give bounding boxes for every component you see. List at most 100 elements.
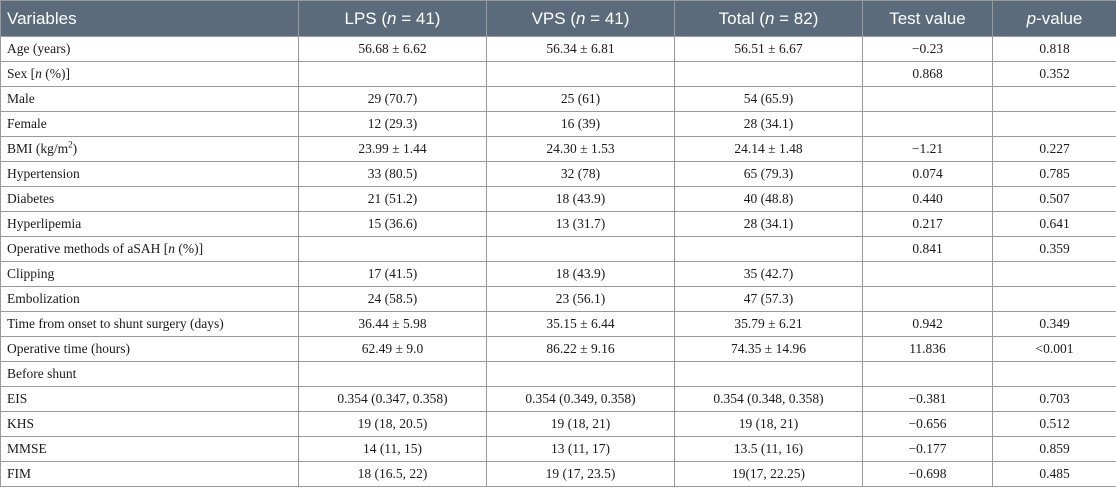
- cell-p-value: 0.703: [993, 387, 1116, 412]
- cell-total: 28 (34.1): [675, 212, 863, 237]
- cell-variable: Age (years): [1, 37, 299, 62]
- cell-test-value: 0.074: [863, 162, 993, 187]
- cell-variable: KHS: [1, 412, 299, 437]
- cell-vps: 35.15 ± 6.44: [487, 312, 675, 337]
- cell-total: 74.35 ± 14.96: [675, 337, 863, 362]
- cell-test-value: [863, 362, 993, 387]
- cell-test-value: 0.841: [863, 237, 993, 262]
- cell-vps: 25 (61): [487, 87, 675, 112]
- cell-test-value: −1.21: [863, 137, 993, 162]
- cell-total: 24.14 ± 1.48: [675, 137, 863, 162]
- cell-vps: 18 (43.9): [487, 187, 675, 212]
- cell-variable: Time from onset to shunt surgery (days): [1, 312, 299, 337]
- cell-p-value: [993, 112, 1116, 137]
- cell-variable: Clipping: [1, 262, 299, 287]
- cell-vps: 0.354 (0.349, 0.358): [487, 387, 675, 412]
- cell-vps: 16 (39): [487, 112, 675, 137]
- cell-lps: 36.44 ± 5.98: [299, 312, 487, 337]
- cell-variable: Operative methods of aSAH [n (%)]: [1, 237, 299, 262]
- cell-total: 56.51 ± 6.67: [675, 37, 863, 62]
- cell-vps: 32 (78): [487, 162, 675, 187]
- cell-p-value: 0.352: [993, 62, 1116, 87]
- cell-vps: 18 (43.9): [487, 262, 675, 287]
- cell-vps: [487, 62, 675, 87]
- cell-test-value: 11.836: [863, 337, 993, 362]
- cell-vps: 19 (17, 23.5): [487, 462, 675, 487]
- cell-variable: MMSE: [1, 437, 299, 462]
- header-vps: VPS (n = 41): [487, 1, 675, 37]
- cell-p-value: [993, 87, 1116, 112]
- cell-lps: 29 (70.7): [299, 87, 487, 112]
- header-test-value: Test value: [863, 1, 993, 37]
- cell-total: 0.354 (0.348, 0.358): [675, 387, 863, 412]
- cell-variable: Male: [1, 87, 299, 112]
- cell-test-value: 0.868: [863, 62, 993, 87]
- cell-p-value: [993, 262, 1116, 287]
- cell-lps: 56.68 ± 6.62: [299, 37, 487, 62]
- cell-test-value: 0.942: [863, 312, 993, 337]
- cell-total: 13.5 (11, 16): [675, 437, 863, 462]
- cell-vps: [487, 362, 675, 387]
- cell-lps: 19 (18, 20.5): [299, 412, 487, 437]
- cell-p-value: 0.359: [993, 237, 1116, 262]
- cell-p-value: 0.785: [993, 162, 1116, 187]
- cell-test-value: −0.656: [863, 412, 993, 437]
- cell-total: 19 (18, 21): [675, 412, 863, 437]
- cell-lps: 17 (41.5): [299, 262, 487, 287]
- cell-vps: 86.22 ± 9.16: [487, 337, 675, 362]
- cell-p-value: 0.485: [993, 462, 1116, 487]
- cell-test-value: [863, 87, 993, 112]
- cell-lps: 12 (29.3): [299, 112, 487, 137]
- cell-variable: Embolization: [1, 287, 299, 312]
- cell-lps: [299, 362, 487, 387]
- cell-test-value: 0.217: [863, 212, 993, 237]
- table-header: Variables LPS (n = 41) VPS (n = 41) Tota…: [1, 1, 1116, 37]
- cell-vps: 19 (18, 21): [487, 412, 675, 437]
- cell-test-value: −0.23: [863, 37, 993, 62]
- header-lps: LPS (n = 41): [299, 1, 487, 37]
- cell-p-value: 0.641: [993, 212, 1116, 237]
- cell-total: [675, 362, 863, 387]
- cell-total: 19(17, 22.25): [675, 462, 863, 487]
- cell-variable: EIS: [1, 387, 299, 412]
- cell-variable: FIM: [1, 462, 299, 487]
- cell-test-value: [863, 262, 993, 287]
- cell-total: [675, 62, 863, 87]
- header-row: Variables LPS (n = 41) VPS (n = 41) Tota…: [1, 1, 1116, 37]
- cell-vps: 56.34 ± 6.81: [487, 37, 675, 62]
- cell-test-value: −0.381: [863, 387, 993, 412]
- cell-test-value: 0.440: [863, 187, 993, 212]
- cell-vps: 23 (56.1): [487, 287, 675, 312]
- header-total: Total (n = 82): [675, 1, 863, 37]
- cell-variable: Hypertension: [1, 162, 299, 187]
- cell-p-value: 0.818: [993, 37, 1116, 62]
- cell-p-value: 0.227: [993, 137, 1116, 162]
- cell-test-value: [863, 287, 993, 312]
- cell-lps: 24 (58.5): [299, 287, 487, 312]
- cell-p-value: 0.507: [993, 187, 1116, 212]
- cell-variable: BMI (kg/m2): [1, 137, 299, 162]
- cell-vps: 13 (31.7): [487, 212, 675, 237]
- cell-total: 28 (34.1): [675, 112, 863, 137]
- cell-total: 54 (65.9): [675, 87, 863, 112]
- cell-total: 35 (42.7): [675, 262, 863, 287]
- cell-total: 35.79 ± 6.21: [675, 312, 863, 337]
- cell-p-value: 0.349: [993, 312, 1116, 337]
- cell-lps: 14 (11, 15): [299, 437, 487, 462]
- header-p-value: p-value: [993, 1, 1116, 37]
- cell-lps: 23.99 ± 1.44: [299, 137, 487, 162]
- table-row: Time from onset to shunt surgery (days)3…: [1, 312, 1116, 337]
